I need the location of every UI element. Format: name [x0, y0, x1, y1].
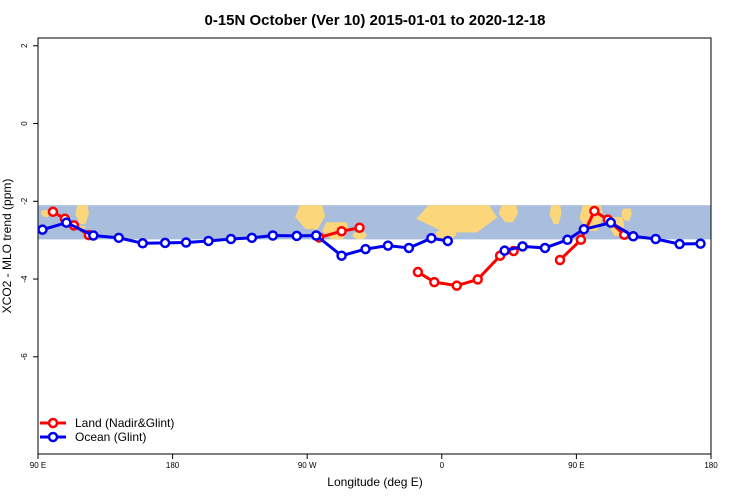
- x-tick-label: 90 E: [30, 461, 46, 470]
- data-point: [650, 233, 661, 245]
- x-tick-label: 90 W: [298, 461, 317, 470]
- data-point: [113, 232, 125, 244]
- data-point: [203, 235, 214, 247]
- y-tick-label: -2: [20, 197, 29, 205]
- data-point: [442, 235, 454, 247]
- legend-marker: [47, 431, 59, 443]
- x-axis-label: Longitude (deg E): [327, 475, 422, 489]
- data-point: [336, 250, 347, 261]
- land-shape: [416, 205, 498, 233]
- data-point: [589, 205, 600, 217]
- series-ocean: [38, 217, 706, 261]
- data-point: [499, 245, 510, 256]
- data-point: [310, 230, 322, 241]
- series-line: [504, 221, 701, 253]
- y-tick-label: 0: [20, 121, 29, 126]
- data-point: [627, 231, 639, 242]
- plot-frame: [37, 37, 712, 455]
- data-point: [336, 225, 347, 237]
- data-point: [575, 234, 587, 246]
- data-point: [451, 280, 463, 291]
- data-point: [137, 238, 148, 249]
- data-point: [429, 276, 440, 288]
- data-point: [354, 222, 365, 233]
- data-point: [605, 217, 617, 228]
- series-layer: [38, 205, 706, 291]
- data-point: [412, 266, 424, 278]
- data-point: [403, 242, 415, 254]
- data-point: [426, 232, 437, 244]
- y-axis-label: XCO2 - MLO trend (ppm): [0, 179, 14, 314]
- y-axis: 2 0 -2 -4 -6: [20, 43, 38, 360]
- data-point: [180, 237, 192, 248]
- land-shape: [352, 232, 368, 240]
- data-point: [517, 241, 528, 252]
- land-shape: [75, 205, 89, 224]
- data-point: [225, 233, 237, 245]
- legend: Land (Nadir&Glint)Ocean (Glint): [40, 416, 174, 444]
- legend-marker: [47, 417, 59, 429]
- y-tick-label: -4: [20, 275, 29, 283]
- y-tick-label: -6: [20, 353, 29, 361]
- y-tick-label: 2: [20, 43, 29, 48]
- land-shape: [621, 208, 632, 221]
- data-point: [695, 238, 706, 249]
- data-point: [539, 242, 551, 254]
- legend-label: Land (Nadir&Glint): [75, 416, 174, 430]
- data-point: [267, 230, 279, 241]
- data-point: [472, 274, 483, 285]
- data-point: [562, 234, 573, 246]
- chart-title: 0-15N October (Ver 10) 2015-01-01 to 202…: [204, 12, 545, 29]
- land-shape: [549, 205, 562, 224]
- data-point: [291, 230, 302, 242]
- legend-entry: Land (Nadir&Glint): [40, 416, 174, 430]
- data-point: [382, 240, 394, 251]
- data-point: [159, 237, 171, 249]
- data-point: [360, 243, 371, 255]
- data-point: [88, 230, 99, 241]
- legend-entry: Ocean (Glint): [40, 430, 146, 444]
- x-tick-label: 90 E: [568, 461, 584, 470]
- legend-label: Ocean (Glint): [75, 430, 146, 444]
- x-axis: 90 E 180 90 W 0 90 E 180: [30, 454, 718, 470]
- land-shape: [295, 205, 326, 230]
- data-point: [554, 254, 566, 266]
- x-tick-label: 180: [704, 461, 718, 470]
- data-point: [61, 217, 72, 228]
- data-point: [246, 232, 258, 244]
- data-point: [38, 224, 48, 235]
- data-point: [578, 224, 590, 235]
- x-tick-label: 180: [166, 461, 180, 470]
- data-point: [674, 238, 685, 250]
- land-shape: [498, 205, 519, 223]
- x-tick-label: 0: [440, 461, 445, 470]
- data-point: [47, 206, 59, 218]
